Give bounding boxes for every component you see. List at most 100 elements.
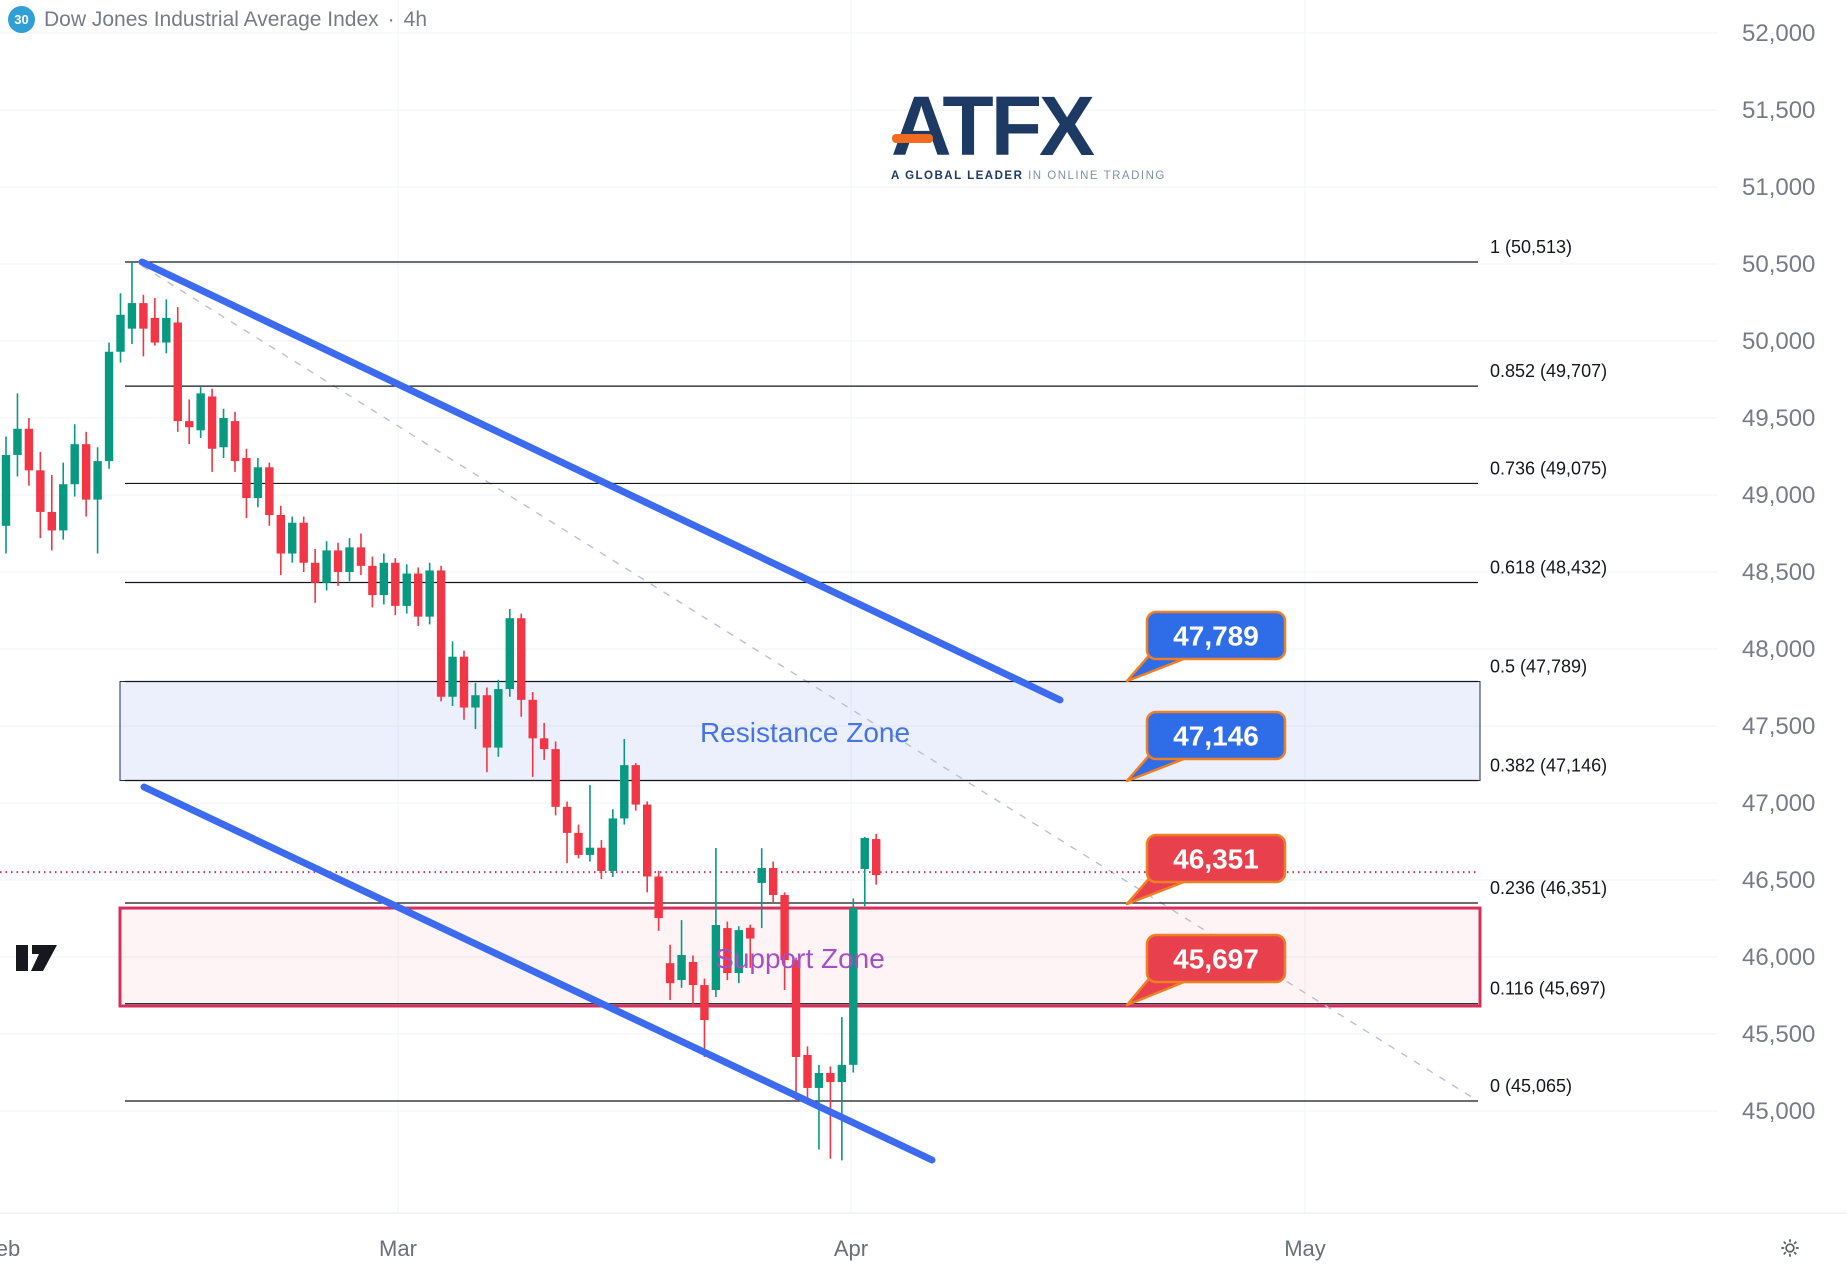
candle	[162, 299, 171, 354]
candle	[299, 516, 308, 573]
candle-body	[711, 924, 721, 990]
candle-body	[688, 961, 698, 986]
candle-body	[517, 618, 526, 700]
candle	[139, 294, 148, 357]
candle	[757, 848, 766, 929]
candle-body	[539, 738, 549, 750]
candle	[310, 548, 320, 603]
candle	[288, 516, 297, 563]
candle-body	[70, 444, 79, 485]
candle	[402, 564, 411, 614]
candle	[47, 474, 56, 551]
candle	[494, 679, 503, 757]
candle-body	[13, 428, 22, 455]
candle-body	[219, 417, 228, 448]
candle-body	[585, 847, 595, 855]
candle	[551, 741, 560, 816]
fib-level-label: 0.852 (49,707)	[1490, 361, 1607, 381]
price-axis-label: 52,000	[1742, 20, 1815, 47]
candle	[631, 762, 640, 811]
candle	[860, 836, 869, 907]
candle	[700, 978, 709, 1057]
candle	[345, 538, 354, 582]
candle-body	[826, 1073, 835, 1083]
candle	[219, 408, 228, 459]
candle-body	[528, 699, 537, 739]
price-callout[interactable]	[1145, 833, 1287, 884]
candle-body	[872, 839, 881, 876]
candle-body	[860, 837, 869, 869]
candle	[356, 533, 366, 576]
candle	[81, 431, 91, 517]
candle	[173, 307, 182, 432]
price-callout[interactable]	[1145, 710, 1287, 761]
price-axis-label: 49,500	[1742, 405, 1815, 432]
price-callout-text: 47,789	[1173, 621, 1259, 652]
tradingview-logo-icon[interactable]	[14, 941, 60, 980]
symbol-badge-icon[interactable]: 30	[8, 6, 35, 33]
candle	[837, 1017, 847, 1161]
candle-body	[299, 522, 308, 563]
candle-body	[253, 467, 263, 499]
candle-body	[746, 927, 755, 939]
fib-level-label: 0.5 (47,789)	[1490, 657, 1587, 677]
settings-gear-icon[interactable]	[1779, 1237, 1801, 1264]
candle	[562, 801, 572, 864]
candle	[723, 921, 732, 981]
candle	[768, 861, 778, 904]
candle	[574, 824, 583, 859]
channel-trendline[interactable]	[140, 783, 936, 1164]
candle-body	[780, 894, 789, 961]
candle-body	[81, 444, 91, 500]
candle-body	[414, 573, 423, 617]
candle	[116, 293, 125, 363]
price-callout[interactable]	[1145, 610, 1287, 661]
candle	[150, 297, 160, 346]
candle	[414, 567, 423, 626]
candle	[677, 920, 686, 988]
fib-level-label: 0.618 (48,432)	[1490, 557, 1607, 577]
time-axis-label: eb	[0, 1236, 20, 1261]
candle-body	[803, 1054, 812, 1088]
candle-body	[36, 470, 45, 512]
timeframe-label[interactable]: 4h	[403, 7, 428, 31]
price-axis-label: 45,500	[1742, 1021, 1815, 1048]
atfx-tagline-bold: A GLOBAL LEADER	[891, 170, 1024, 182]
candle-body	[677, 955, 686, 980]
title-separator: ·	[387, 7, 395, 31]
candle	[196, 387, 205, 439]
candle	[711, 847, 721, 998]
candle	[654, 870, 663, 931]
candle-body	[425, 570, 434, 617]
candle-body	[757, 868, 766, 883]
candle-body	[471, 695, 480, 708]
candle-body	[196, 393, 205, 431]
time-axis-label: May	[1284, 1236, 1326, 1261]
price-callout[interactable]	[1145, 933, 1287, 984]
candle	[746, 924, 755, 968]
candle-body	[643, 804, 652, 877]
candle	[127, 261, 137, 345]
candle-body	[104, 351, 114, 462]
candle-body	[150, 317, 160, 343]
price-axis-label: 48,500	[1742, 559, 1815, 586]
candle	[780, 892, 789, 990]
price-callout-text: 45,697	[1173, 944, 1259, 975]
price-axis-label: 48,000	[1742, 636, 1815, 663]
candle	[849, 898, 858, 1073]
candle-body	[93, 461, 102, 500]
candle-body	[127, 303, 137, 329]
candle-body	[597, 847, 606, 871]
channel-trendline[interactable]	[138, 258, 1064, 704]
candle	[425, 562, 434, 625]
fib-level-label: 1 (50,513)	[1490, 237, 1572, 257]
price-axis-label: 51,000	[1742, 174, 1815, 201]
candle	[505, 608, 514, 697]
candle-body	[345, 547, 354, 573]
candle	[528, 692, 537, 777]
price-axis-label: 45,000	[1742, 1098, 1815, 1125]
candle-body	[791, 960, 801, 1057]
symbol-title[interactable]: Dow Jones Industrial Average Index	[44, 7, 379, 31]
